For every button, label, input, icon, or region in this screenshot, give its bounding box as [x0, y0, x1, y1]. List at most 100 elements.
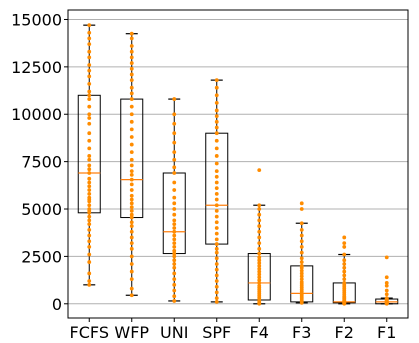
- data-point: [130, 230, 134, 234]
- x-tick-label: F1: [377, 323, 396, 342]
- data-point: [172, 201, 176, 205]
- data-point: [130, 164, 134, 168]
- data-point: [130, 198, 134, 202]
- data-point: [257, 168, 261, 172]
- data-point: [300, 207, 304, 211]
- data-point: [130, 188, 134, 192]
- data-point: [215, 154, 219, 158]
- data-point: [130, 86, 134, 90]
- x-tick-label: FCFS: [70, 323, 109, 342]
- data-point: [300, 245, 304, 249]
- data-point: [215, 78, 219, 82]
- data-point: [257, 236, 261, 240]
- data-point: [87, 131, 91, 135]
- data-point: [172, 294, 176, 298]
- data-point: [87, 42, 91, 46]
- data-point: [215, 251, 219, 255]
- data-point: [300, 251, 304, 255]
- data-point: [215, 131, 219, 135]
- data-point: [257, 207, 261, 211]
- data-point: [130, 201, 134, 205]
- grid-lines: [68, 19, 408, 303]
- x-axis: FCFS WFP UNI SPF F4 F3 F2 F1: [70, 318, 397, 342]
- data-point: [215, 175, 219, 179]
- data-point: [342, 245, 346, 249]
- data-point: [130, 241, 134, 245]
- data-point: [87, 203, 91, 207]
- data-point: [172, 249, 176, 253]
- y-tick-label: 5000: [21, 200, 62, 219]
- data-point: [172, 230, 176, 234]
- data-point: [87, 171, 91, 175]
- data-point: [130, 143, 134, 147]
- data-point: [130, 220, 134, 224]
- data-point: [257, 213, 261, 217]
- data-point: [300, 260, 304, 264]
- data-point: [215, 262, 219, 266]
- data-point: [172, 150, 176, 154]
- data-point: [215, 209, 219, 213]
- data-point: [300, 228, 304, 232]
- data-point: [172, 131, 176, 135]
- data-point: [130, 205, 134, 209]
- data-point: [215, 232, 219, 236]
- data-point: [215, 126, 219, 130]
- data-point: [130, 128, 134, 132]
- box-wfp: [121, 32, 143, 297]
- data-point: [172, 272, 176, 276]
- data-point: [300, 264, 304, 268]
- data-point: [215, 162, 219, 166]
- data-point: [215, 186, 219, 190]
- data-point: [130, 287, 134, 291]
- data-point: [130, 135, 134, 139]
- data-point: [87, 239, 91, 243]
- data-point: [130, 73, 134, 77]
- data-point: [130, 262, 134, 266]
- data-point: [385, 255, 389, 259]
- data-point: [215, 273, 219, 277]
- box-spf: [206, 78, 228, 304]
- data-point: [130, 37, 134, 41]
- data-point: [215, 120, 219, 124]
- data-point: [130, 55, 134, 59]
- data-point: [257, 252, 261, 256]
- data-point: [87, 196, 91, 200]
- data-point: [172, 122, 176, 126]
- data-point: [172, 283, 176, 287]
- data-point: [87, 245, 91, 249]
- data-point: [385, 275, 389, 279]
- data-point: [87, 31, 91, 35]
- box-f3: [291, 201, 313, 304]
- data-point: [87, 253, 91, 257]
- data-point: [172, 196, 176, 200]
- data-point: [87, 154, 91, 158]
- data-point: [172, 262, 176, 266]
- data-point: [257, 230, 261, 234]
- data-point: [215, 198, 219, 202]
- data-point: [172, 112, 176, 116]
- data-point: [87, 192, 91, 196]
- data-point: [87, 112, 91, 116]
- data-point: [87, 218, 91, 222]
- y-tick-label: 10000: [11, 105, 62, 124]
- data-point: [257, 255, 261, 259]
- data-point: [87, 37, 91, 41]
- data-point: [130, 50, 134, 54]
- data-point: [87, 116, 91, 120]
- data-point: [87, 167, 91, 171]
- data-point: [172, 277, 176, 281]
- data-point: [87, 90, 91, 94]
- data-point: [215, 226, 219, 230]
- data-point: [130, 173, 134, 177]
- data-point: [172, 226, 176, 230]
- data-point: [130, 169, 134, 173]
- data-point: [342, 281, 346, 285]
- data-point: [87, 181, 91, 185]
- data-point: [172, 234, 176, 238]
- data-point: [172, 289, 176, 293]
- data-point: [130, 194, 134, 198]
- data-point: [130, 112, 134, 116]
- data-point: [385, 292, 389, 296]
- data-point: [87, 260, 91, 264]
